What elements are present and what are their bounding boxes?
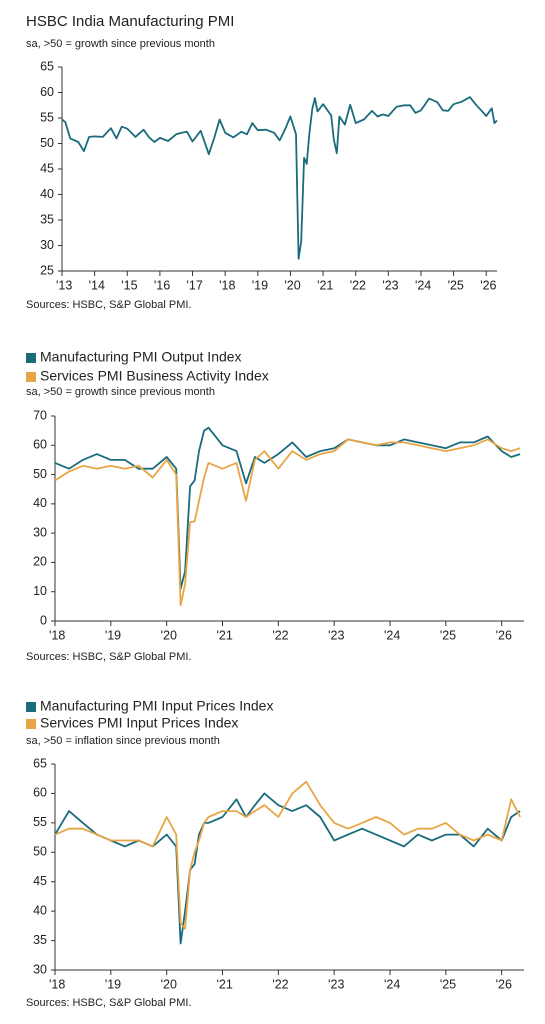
x-tick-label: '24	[415, 278, 431, 292]
x-tick-label: '24	[384, 977, 400, 991]
x-tick-label: '26	[496, 977, 512, 991]
x-tick-label: '23	[328, 977, 344, 991]
x-tick-label: '13	[56, 278, 72, 292]
x-tick-label: '18	[219, 278, 235, 292]
x-tick-label: '22	[350, 278, 366, 292]
legend-swatch	[26, 702, 36, 712]
source: Sources: HSBC, S&P Global PMI.	[26, 997, 191, 1009]
subtitle: sa, >50 = growth since previous month	[26, 38, 215, 50]
legend-label: Services PMI Business Activity Index	[40, 368, 269, 384]
x-tick-label: '18	[49, 628, 65, 642]
series-line	[61, 96, 498, 260]
y-tick-label: 50	[33, 845, 47, 859]
x-tick-label: '26	[480, 278, 496, 292]
x-tick-label: '21	[217, 977, 233, 991]
x-tick-label: '23	[382, 278, 398, 292]
y-tick-label: 40	[33, 903, 47, 917]
x-tick-label: '15	[121, 278, 137, 292]
y-tick-label: 70	[33, 408, 47, 422]
y-tick-label: 25	[40, 263, 54, 277]
x-tick-label: '24	[384, 628, 400, 642]
subtitle: sa, >50 = inflation since previous month	[26, 735, 220, 747]
y-tick-label: 20	[33, 555, 47, 569]
y-tick-label: 35	[33, 933, 47, 947]
chart-title: HSBC India Manufacturing PMI	[26, 13, 234, 30]
source: Sources: HSBC, S&P Global PMI.	[26, 651, 191, 663]
x-tick-label: '17	[187, 278, 203, 292]
y-tick-label: 65	[33, 756, 47, 770]
y-tick-label: 55	[33, 815, 47, 829]
y-tick-label: 45	[33, 874, 47, 888]
x-tick-label: '25	[440, 628, 456, 642]
x-tick-label: '25	[440, 977, 456, 991]
y-tick-label: 45	[40, 161, 54, 175]
y-tick-label: 0	[40, 613, 47, 627]
series-line	[54, 438, 521, 607]
x-tick-label: '20	[161, 628, 177, 642]
legend-label: Manufacturing PMI Input Prices Index	[40, 698, 273, 714]
x-tick-label: '22	[272, 977, 288, 991]
x-tick-label: '20	[284, 278, 300, 292]
y-tick-label: 55	[40, 110, 54, 124]
y-tick-label: 35	[40, 212, 54, 226]
series-line	[54, 780, 521, 930]
y-tick-label: 40	[33, 496, 47, 510]
series-line	[54, 426, 521, 590]
y-tick-label: 30	[33, 962, 47, 976]
x-tick-label: '19	[252, 278, 268, 292]
y-tick-label: 10	[33, 584, 47, 598]
y-tick-label: 40	[40, 187, 54, 201]
x-tick-label: '21	[317, 278, 333, 292]
y-tick-label: 65	[40, 59, 54, 73]
legend-swatch	[26, 719, 36, 729]
legend-swatch	[26, 353, 36, 363]
y-tick-label: 50	[40, 136, 54, 150]
x-tick-label: '19	[105, 628, 121, 642]
legend-swatch	[26, 372, 36, 382]
y-tick-label: 30	[33, 525, 47, 539]
source: Sources: HSBC, S&P Global PMI.	[26, 299, 191, 311]
y-tick-label: 60	[33, 786, 47, 800]
x-tick-label: '25	[448, 278, 464, 292]
x-tick-label: '23	[328, 628, 344, 642]
subtitle: sa, >50 = growth since previous month	[26, 386, 215, 398]
x-tick-label: '16	[154, 278, 170, 292]
y-tick-label: 30	[40, 238, 54, 252]
y-tick-label: 60	[33, 438, 47, 452]
x-tick-label: '19	[105, 977, 121, 991]
series-line	[54, 792, 521, 945]
x-tick-label: '18	[49, 977, 65, 991]
legend-label: Services PMI Input Prices Index	[40, 715, 238, 731]
y-tick-label: 50	[33, 467, 47, 481]
legend-label: Manufacturing PMI Output Index	[40, 349, 242, 365]
x-tick-label: '21	[217, 628, 233, 642]
x-tick-label: '14	[89, 278, 105, 292]
x-tick-label: '22	[272, 628, 288, 642]
x-tick-label: '26	[496, 628, 512, 642]
y-tick-label: 60	[40, 85, 54, 99]
x-tick-label: '20	[161, 977, 177, 991]
